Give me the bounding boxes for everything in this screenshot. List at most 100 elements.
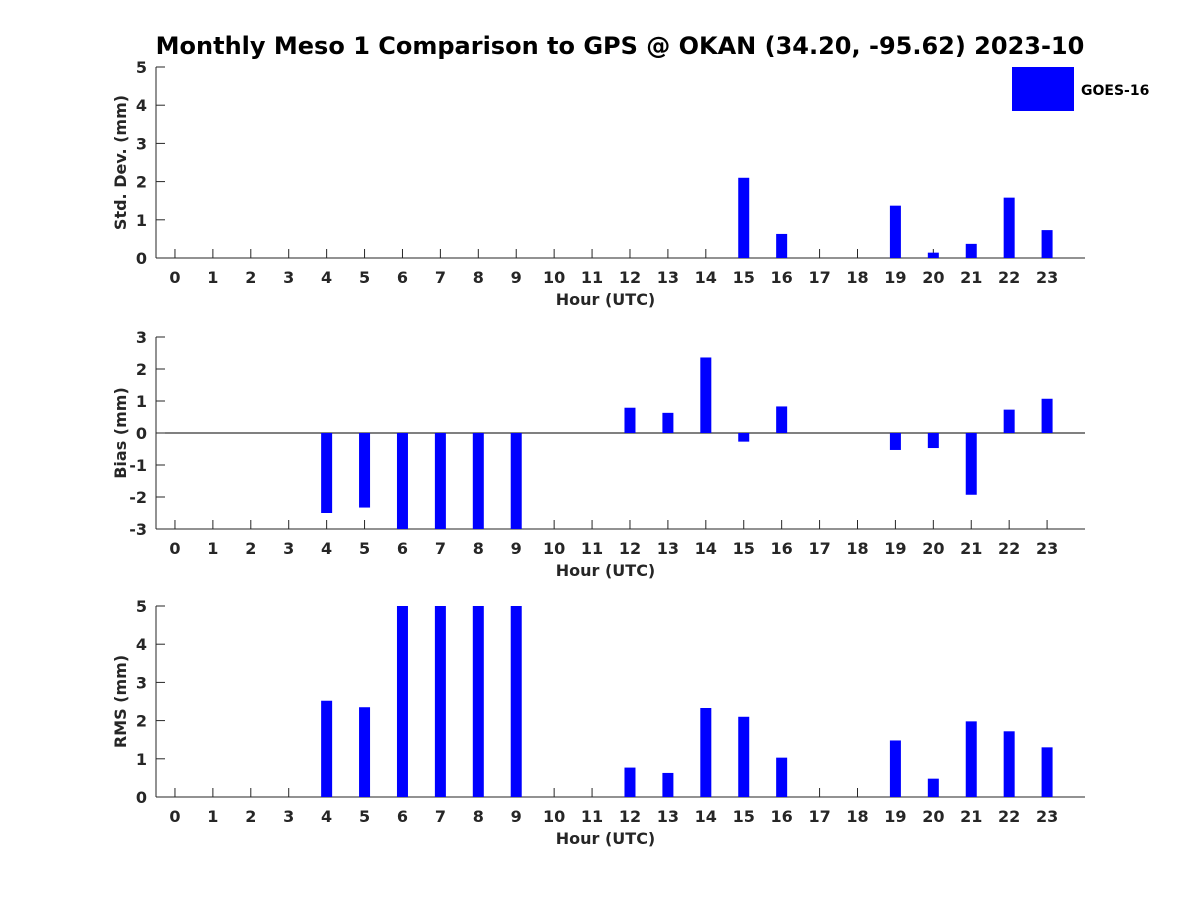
x-tick-label: 6 (397, 539, 408, 558)
bar (434, 433, 446, 529)
x-tick-label: 0 (169, 807, 180, 826)
y-tick-label: 3 (136, 673, 147, 692)
x-tick-label: 21 (960, 268, 982, 287)
x-tick-label: 6 (397, 807, 408, 826)
x-axis-label: Hour (UTC) (556, 829, 656, 848)
bar (1041, 230, 1053, 258)
bar (359, 433, 371, 508)
bar (510, 433, 522, 529)
x-tick-label: 3 (283, 807, 294, 826)
x-tick-label: 9 (511, 539, 522, 558)
y-tick-label: 0 (136, 788, 147, 807)
x-tick-label: 5 (359, 539, 370, 558)
x-tick-label: 11 (581, 268, 603, 287)
x-tick-label: 14 (695, 807, 717, 826)
x-tick-label: 3 (283, 539, 294, 558)
x-tick-label: 16 (771, 807, 793, 826)
x-tick-label: 21 (960, 807, 982, 826)
bar (965, 243, 977, 258)
x-tick-label: 19 (884, 539, 906, 558)
x-tick-label: 9 (511, 268, 522, 287)
x-tick-label: 13 (657, 268, 679, 287)
bar (472, 606, 484, 797)
x-tick-label: 16 (771, 539, 793, 558)
bar (927, 778, 939, 797)
x-tick-label: 8 (473, 539, 484, 558)
x-tick-label: 7 (435, 539, 446, 558)
bar (359, 707, 371, 797)
x-axis-label: Hour (UTC) (556, 561, 656, 580)
y-tick-label: -3 (129, 520, 147, 539)
x-axis-label: Hour (UTC) (556, 290, 656, 309)
legend-label: GOES-16 (1081, 83, 1149, 99)
bar (396, 433, 408, 529)
x-tick-label: 12 (619, 539, 641, 558)
bar (776, 233, 788, 258)
x-tick-label: 20 (922, 807, 944, 826)
x-tick-label: 22 (998, 807, 1020, 826)
x-tick-label: 23 (1036, 807, 1058, 826)
legend: GOES-16 (1012, 67, 1149, 111)
x-tick-label: 18 (846, 268, 868, 287)
x-tick-label: 19 (884, 268, 906, 287)
bar (1041, 398, 1053, 433)
x-tick-label: 2 (245, 539, 256, 558)
y-tick-label: 5 (136, 597, 147, 616)
x-tick-label: 8 (473, 268, 484, 287)
x-tick-label: 9 (511, 807, 522, 826)
y-tick-label: 1 (136, 750, 147, 769)
y-tick-label: 4 (136, 96, 147, 115)
bar (624, 407, 636, 433)
bar (321, 433, 333, 513)
x-tick-label: 5 (359, 268, 370, 287)
y-tick-label: 0 (136, 249, 147, 268)
bar (738, 177, 750, 258)
y-tick-label: 5 (136, 58, 147, 77)
bar (662, 772, 674, 797)
x-tick-label: 20 (922, 539, 944, 558)
bar (396, 606, 408, 797)
x-tick-label: 3 (283, 268, 294, 287)
x-tick-label: 2 (245, 807, 256, 826)
x-tick-label: 7 (435, 268, 446, 287)
y-tick-label: 1 (136, 392, 147, 411)
x-tick-label: 8 (473, 807, 484, 826)
bar (927, 433, 939, 449)
x-tick-label: 6 (397, 268, 408, 287)
bar (889, 205, 901, 258)
x-tick-label: 4 (321, 807, 332, 826)
y-tick-label: 2 (136, 173, 147, 192)
x-tick-label: 17 (808, 807, 830, 826)
x-tick-label: 11 (581, 539, 603, 558)
x-tick-label: 20 (922, 268, 944, 287)
x-tick-label: 14 (695, 268, 717, 287)
x-tick-label: 1 (207, 807, 218, 826)
bar (1041, 747, 1053, 797)
x-tick-label: 23 (1036, 268, 1058, 287)
bar (1003, 409, 1015, 433)
x-tick-label: 10 (543, 539, 565, 558)
bar (434, 606, 446, 797)
legend-swatch (1012, 67, 1074, 111)
bar (927, 252, 939, 258)
x-tick-label: 2 (245, 268, 256, 287)
bar (965, 721, 977, 797)
x-tick-label: 1 (207, 268, 218, 287)
x-tick-label: 19 (884, 807, 906, 826)
bar (510, 606, 522, 797)
x-tick-label: 16 (771, 268, 793, 287)
chart-title: Monthly Meso 1 Comparison to GPS @ OKAN … (156, 32, 1085, 60)
x-tick-label: 11 (581, 807, 603, 826)
x-tick-label: 17 (808, 539, 830, 558)
y-tick-label: 3 (136, 134, 147, 153)
bar (738, 433, 750, 442)
bar (889, 433, 901, 450)
x-tick-label: 14 (695, 539, 717, 558)
bar (776, 757, 788, 797)
bar (889, 740, 901, 797)
x-tick-label: 23 (1036, 539, 1058, 558)
y-tick-label: 0 (136, 424, 147, 443)
